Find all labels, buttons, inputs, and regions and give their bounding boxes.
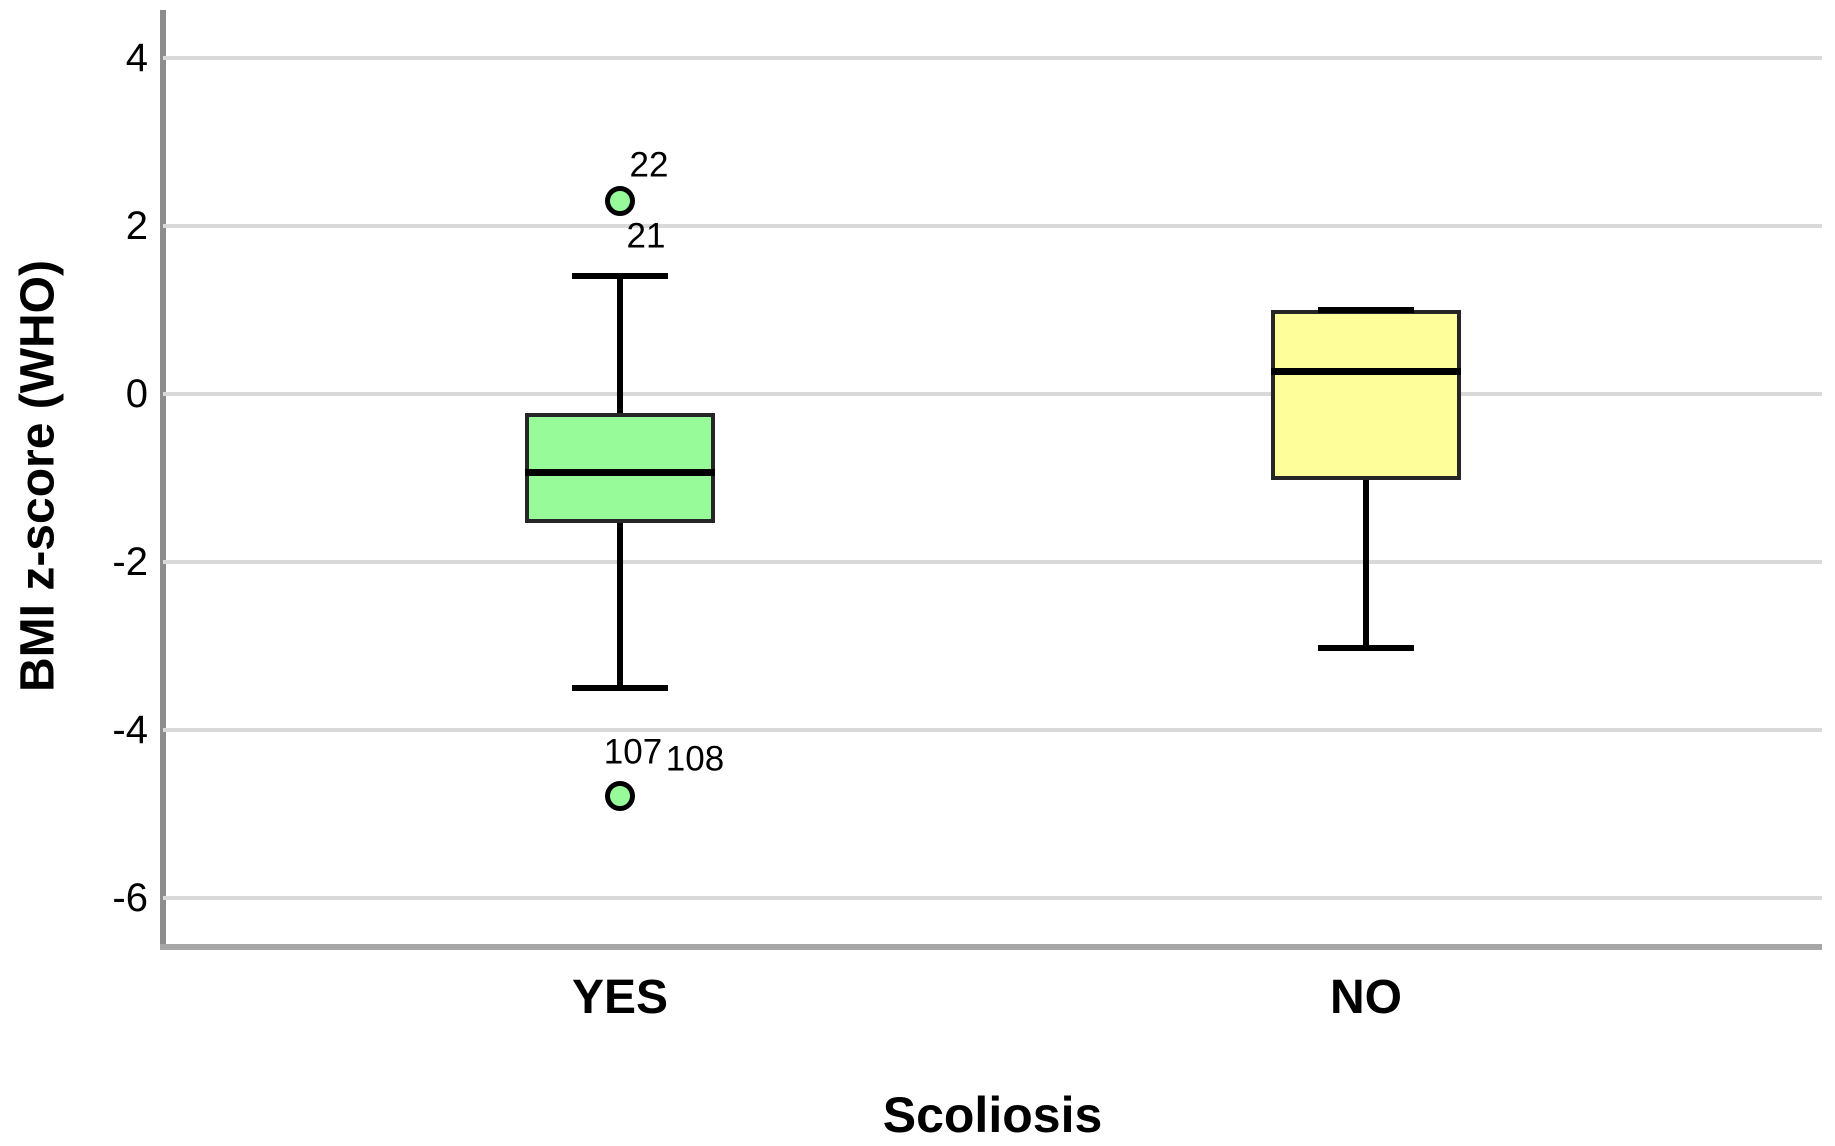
y-tick-label-2: 2 bbox=[125, 204, 148, 248]
outlier-point-yes bbox=[605, 186, 635, 216]
x-axis-line bbox=[160, 944, 1822, 950]
gridline--2 bbox=[163, 560, 1822, 564]
outlier-case-label: 21 bbox=[626, 216, 666, 256]
gridline--4 bbox=[163, 728, 1822, 732]
gridline-2 bbox=[163, 224, 1822, 228]
lower-whisker-cap-no bbox=[1318, 645, 1414, 651]
box-no bbox=[1271, 310, 1461, 480]
y-axis-line bbox=[160, 10, 166, 950]
outlier-case-label: 108 bbox=[665, 739, 725, 779]
x-axis-title: Scoliosis bbox=[882, 1087, 1103, 1143]
median-line-yes bbox=[525, 469, 715, 476]
outlier-point-yes bbox=[605, 781, 635, 811]
y-tick-label-4: 4 bbox=[125, 36, 148, 80]
box-yes bbox=[525, 413, 715, 523]
gridline-0 bbox=[163, 392, 1822, 396]
category-label-yes: YES bbox=[571, 971, 669, 1024]
upper-whisker-cap-no bbox=[1318, 307, 1414, 313]
gridline--6 bbox=[163, 896, 1822, 900]
lower-whisker-yes bbox=[617, 523, 623, 688]
outlier-case-label: 22 bbox=[629, 145, 669, 185]
lower-whisker-no bbox=[1363, 480, 1369, 648]
outlier-case-label: 107 bbox=[603, 732, 663, 772]
gridline-4 bbox=[163, 56, 1822, 60]
y-tick-label--4: -4 bbox=[112, 708, 148, 752]
upper-whisker-cap-yes bbox=[572, 273, 668, 279]
category-label-no: NO bbox=[1330, 971, 1402, 1024]
median-line-no bbox=[1271, 368, 1461, 375]
y-tick-label-0: 0 bbox=[125, 372, 148, 416]
lower-whisker-cap-yes bbox=[572, 685, 668, 691]
y-tick-label--6: -6 bbox=[112, 876, 148, 920]
y-tick-label--2: -2 bbox=[112, 540, 148, 584]
y-axis-title: BMI z-score (WHO) bbox=[11, 260, 65, 692]
upper-whisker-yes bbox=[617, 276, 623, 413]
